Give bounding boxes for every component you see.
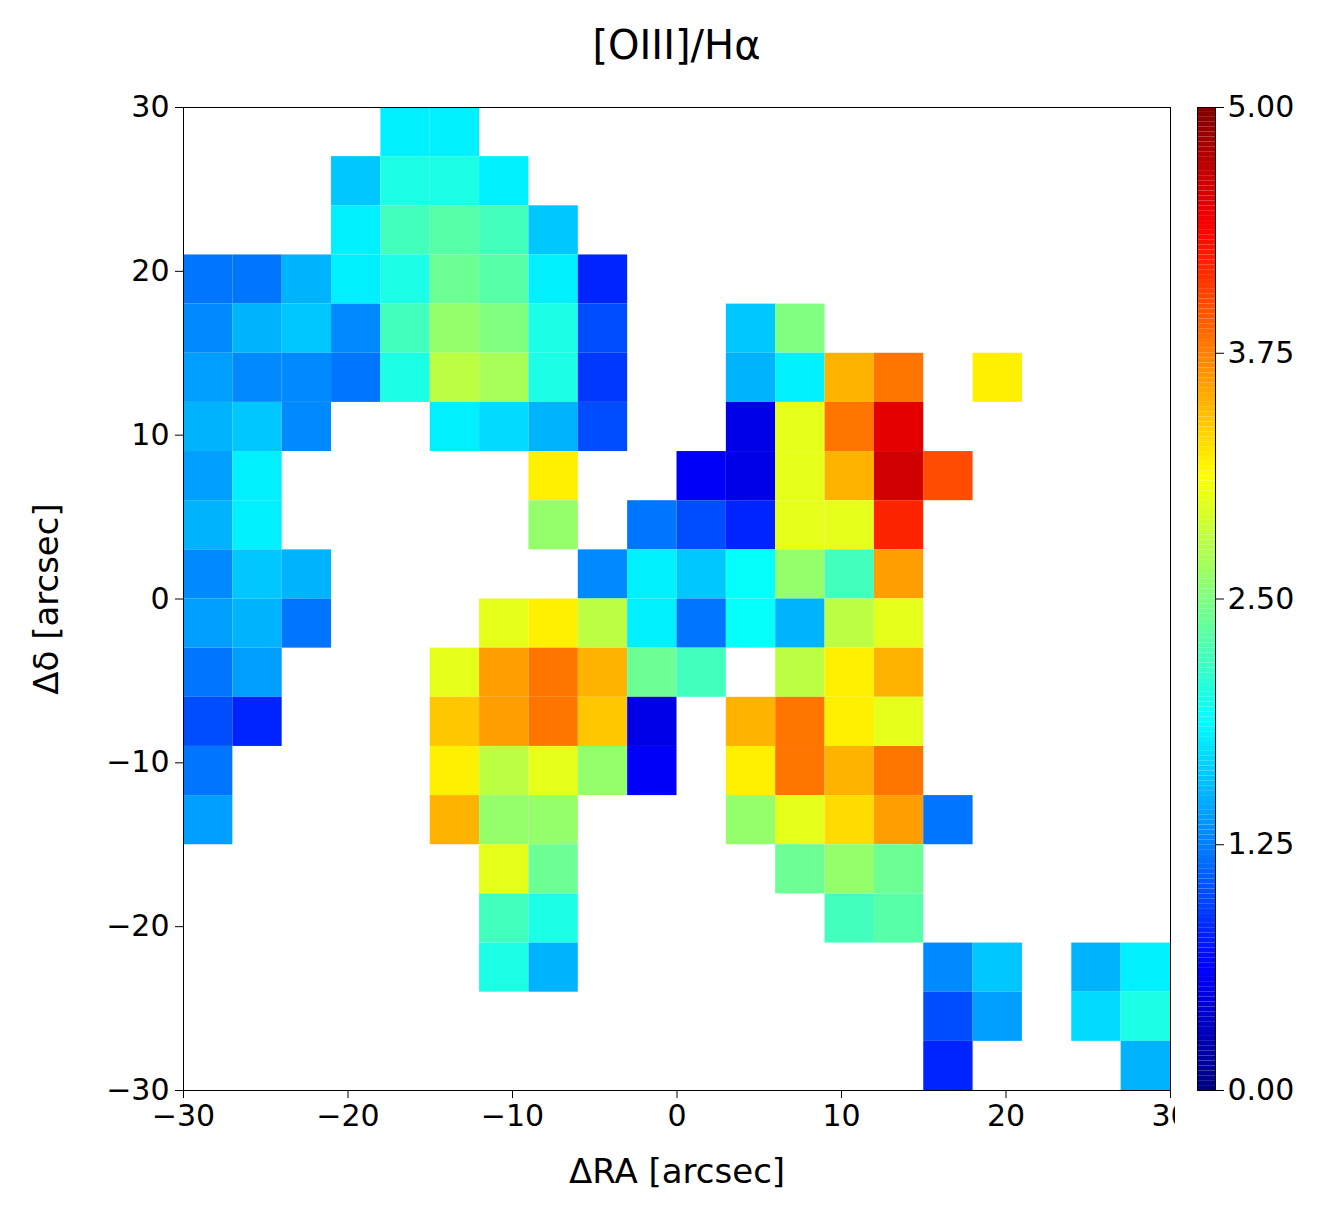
svg-text:−20: −20: [106, 908, 169, 943]
svg-text:20: 20: [987, 1098, 1025, 1133]
svg-text:−10: −10: [106, 744, 169, 779]
svg-text:−10: −10: [481, 1098, 544, 1133]
svg-text:−30: −30: [106, 1072, 170, 1108]
svg-text:30: 30: [1151, 1098, 1175, 1133]
svg-text:5.00: 5.00: [1228, 90, 1295, 124]
svg-text:0: 0: [150, 581, 169, 616]
html-text:[OIII]/Hα: [OIII]/Hα: [592, 22, 761, 68]
svg-text:Δδ [arcsec]: Δδ [arcsec]: [26, 503, 66, 694]
svg-text:30: 30: [131, 90, 169, 124]
svg-text:1.25: 1.25: [1228, 826, 1295, 861]
svg-text:2.50: 2.50: [1228, 581, 1295, 616]
svg-text:10: 10: [822, 1098, 860, 1133]
svg-text:10: 10: [131, 417, 169, 452]
svg-text:−20: −20: [316, 1098, 379, 1133]
svg-text:0.00: 0.00: [1228, 1072, 1295, 1107]
svg-text:20: 20: [131, 253, 169, 288]
svg-text:ΔRA [arcsec]: ΔRA [arcsec]: [569, 1151, 785, 1191]
svg-text:0: 0: [667, 1098, 686, 1133]
svg-text:−30: −30: [152, 1098, 215, 1133]
svg-text:3.75: 3.75: [1228, 335, 1295, 370]
